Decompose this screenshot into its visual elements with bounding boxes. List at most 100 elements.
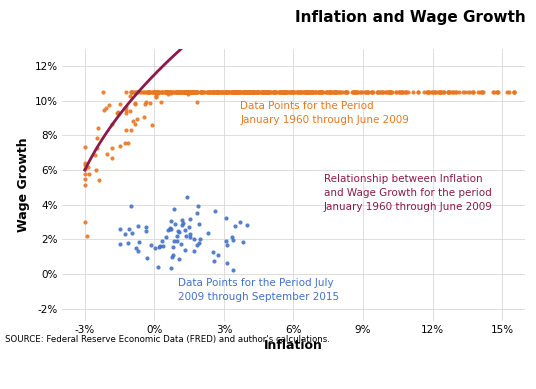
Point	[125, 226, 133, 232]
Point	[149, 89, 158, 95]
Point	[242, 89, 250, 95]
Point	[185, 89, 193, 95]
Point	[189, 247, 198, 254]
Point	[205, 89, 214, 95]
Point	[343, 89, 352, 95]
Point	[311, 89, 319, 95]
Point	[154, 89, 162, 95]
Point	[279, 89, 288, 95]
Point	[287, 89, 296, 95]
Point	[222, 89, 231, 95]
Point	[243, 89, 252, 95]
Point	[318, 89, 327, 95]
Point	[436, 89, 444, 95]
Point	[249, 89, 258, 95]
Point	[314, 89, 322, 95]
Point	[158, 89, 167, 95]
Point	[398, 89, 407, 95]
Point	[232, 89, 240, 95]
Point	[336, 89, 344, 95]
Point	[175, 89, 184, 95]
Point	[388, 89, 396, 95]
Point	[210, 89, 218, 95]
Point	[440, 89, 448, 95]
Point	[428, 89, 437, 95]
Point	[172, 89, 181, 95]
Point	[223, 242, 232, 248]
Point	[134, 223, 143, 230]
Point	[123, 139, 132, 145]
Point	[293, 89, 302, 95]
Point	[297, 89, 306, 95]
Point	[276, 89, 284, 95]
Point	[302, 89, 311, 95]
Point	[182, 89, 190, 95]
Point	[180, 89, 189, 95]
Point	[227, 89, 236, 95]
Point	[213, 89, 221, 95]
Point	[143, 89, 152, 95]
Point	[152, 89, 161, 95]
Point	[245, 89, 254, 95]
Point	[125, 93, 134, 99]
Point	[205, 89, 214, 95]
Point	[356, 89, 365, 95]
Point	[163, 89, 172, 95]
Point	[243, 89, 251, 95]
Point	[189, 89, 197, 95]
Point	[193, 89, 202, 95]
Point	[422, 89, 431, 95]
Point	[184, 91, 192, 97]
Point	[324, 89, 332, 95]
Point	[183, 89, 192, 95]
Point	[232, 89, 240, 95]
Point	[332, 89, 340, 95]
Point	[225, 89, 233, 95]
Point	[181, 226, 190, 233]
Point	[168, 244, 177, 250]
Point	[189, 89, 198, 95]
Point	[263, 89, 271, 95]
Point	[162, 89, 170, 95]
Point	[432, 89, 441, 95]
Point	[232, 89, 240, 95]
Point	[478, 89, 487, 95]
Point	[378, 89, 387, 95]
Point	[490, 89, 498, 95]
Point	[284, 89, 293, 95]
Point	[449, 89, 458, 95]
Point	[80, 162, 89, 168]
Point	[228, 89, 237, 95]
Point	[397, 89, 405, 95]
Point	[115, 143, 124, 149]
Point	[92, 145, 101, 151]
Point	[352, 89, 361, 95]
Point	[146, 242, 155, 248]
Point	[166, 218, 175, 224]
Point	[280, 89, 288, 95]
Point	[223, 89, 232, 95]
Point	[164, 227, 173, 233]
Point	[166, 89, 174, 95]
Point	[163, 89, 172, 95]
Text: Relationship between Inflation
and Wage Growth for the period
January 1960 throu: Relationship between Inflation and Wage …	[324, 173, 493, 212]
Point	[384, 89, 392, 95]
Point	[151, 245, 160, 251]
Point	[297, 89, 306, 95]
Point	[310, 89, 319, 95]
Point	[425, 89, 433, 95]
Point	[94, 124, 102, 131]
Point	[258, 89, 267, 95]
Point	[278, 89, 287, 95]
Point	[80, 219, 89, 225]
Point	[220, 89, 228, 95]
Point	[260, 89, 269, 95]
Point	[181, 247, 190, 253]
Point	[219, 89, 227, 95]
Point	[331, 89, 339, 95]
Point	[213, 89, 221, 95]
Point	[438, 89, 447, 95]
Point	[424, 89, 433, 95]
Point	[143, 89, 152, 95]
Point	[213, 89, 221, 95]
